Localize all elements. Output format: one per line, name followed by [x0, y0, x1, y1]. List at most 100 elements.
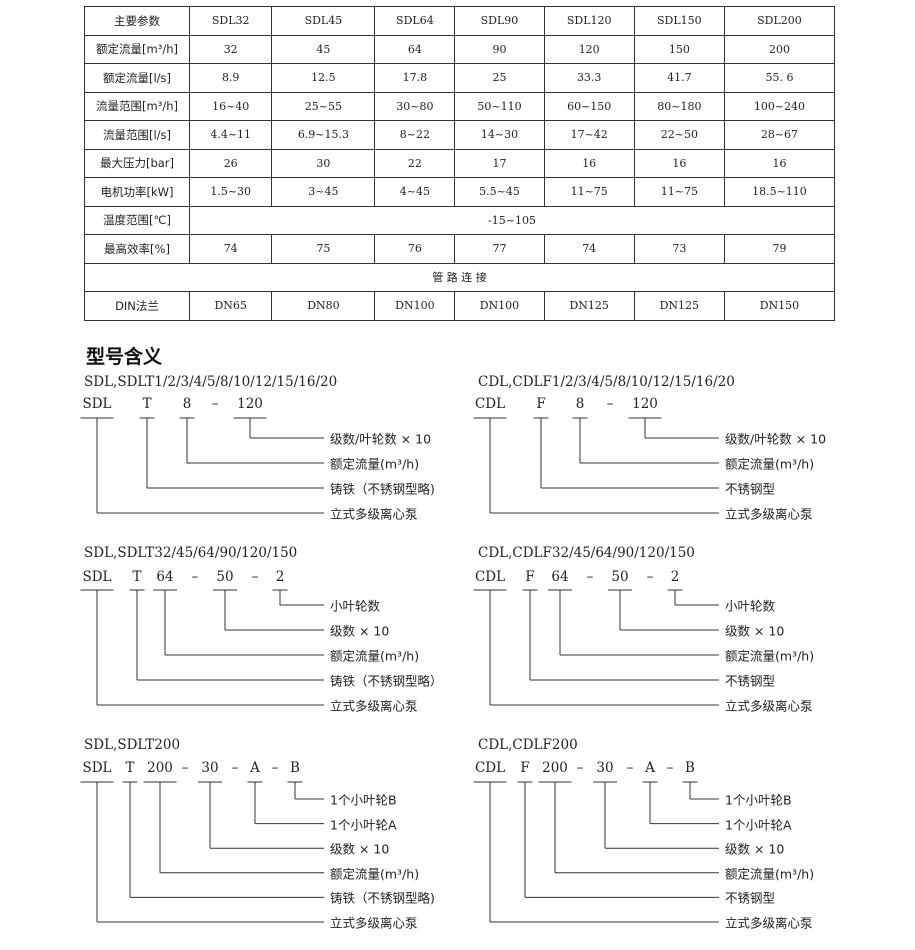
code-meaning-label: 立式多级离心泵 — [725, 698, 813, 714]
code-meaning-label: 额定流量(m³/h) — [330, 866, 420, 882]
code-meaning-label: 额定流量(m³/h) — [330, 648, 420, 664]
row-header: DIN法兰 — [84, 291, 190, 321]
model-code-part: B — [290, 760, 300, 776]
table-cell: DN100 — [374, 291, 456, 321]
table-cell: DN80 — [271, 291, 376, 321]
model-series-title: CDL,CDLF200 — [478, 737, 578, 753]
code-meaning-label: 级数 × 10 — [330, 841, 390, 857]
code-separator: – — [271, 760, 279, 776]
table-cell: 64 — [374, 34, 456, 64]
code-meaning-label: 立式多级离心泵 — [330, 698, 418, 714]
code-meaning-label: 立式多级离心泵 — [725, 915, 813, 931]
code-meaning-label: 级数 × 10 — [725, 841, 785, 857]
table-cell: 28~67 — [723, 120, 836, 150]
table-cell: 90 — [454, 34, 545, 64]
section-title: 型号含义 — [86, 346, 163, 368]
code-meaning-label: 1个小叶轮B — [725, 792, 792, 808]
code-meaning-label: 不锈钢型 — [725, 673, 776, 689]
table-cell: 73 — [633, 234, 725, 264]
model-code-part: A — [250, 760, 260, 776]
table-cell: 75 — [271, 234, 376, 264]
code-separator: – — [181, 760, 189, 776]
code-meaning-label: 不锈钢型 — [725, 890, 776, 906]
code-separator: – — [231, 760, 239, 776]
table-cell: 32 — [188, 34, 273, 64]
table-row: 额定流量[m³/h] 32 45 64 90 120 150 200 — [84, 34, 836, 64]
table-row: 流量范围[m³/h] 16~40 25~55 30~80 50~110 60~150 80~… — [84, 91, 836, 121]
code-separator: – — [626, 760, 634, 776]
table-row: 最高效率[%] 74 75 76 77 74 73 79 — [84, 234, 836, 264]
table-row: 额定流量[l/s] 8.9 12.5 17.8 25 33.3 41.7 55. 6 — [84, 63, 836, 93]
code-meaning-label: 立式多级离心泵 — [330, 915, 418, 931]
code-meaning-label: 立式多级离心泵 — [725, 506, 813, 522]
table-cell: 22 — [374, 148, 456, 178]
code-meaning-label: 铸铁（不锈钢型略) — [330, 481, 435, 497]
model-code-part: F — [520, 760, 530, 776]
table-cell: 77 — [454, 234, 545, 264]
model-code-part: 30 — [201, 760, 219, 776]
table-cell: 30~80 — [374, 91, 456, 121]
code-separator: – — [191, 569, 199, 585]
table-cell: 17~42 — [543, 120, 635, 150]
model-code-part: SDL — [82, 396, 112, 412]
model-code-part: 64 — [551, 569, 569, 585]
row-header: 额定流量[m³/h] — [84, 34, 190, 64]
row-header: 主要参数 — [84, 6, 190, 36]
code-meaning-label: 小叶轮数 — [330, 598, 381, 614]
model-series-title: SDL,SDLT200 — [84, 737, 181, 753]
table-cell: 150 — [633, 34, 725, 64]
table-cell: DN125 — [633, 291, 725, 321]
model-series-title: CDL,CDLF32/45/64/90/120/150 — [478, 545, 695, 561]
table-cell: 55. 6 — [723, 63, 836, 93]
table-cell: 45 — [271, 34, 376, 64]
code-separator: – — [586, 569, 594, 585]
table-cell: 25~55 — [271, 91, 376, 121]
model-code-part: 200 — [542, 760, 568, 776]
code-meaning-label: 级数/叶轮数 × 10 — [330, 431, 432, 447]
model-code-part: T — [132, 569, 142, 585]
model-code-part: 2 — [275, 569, 285, 585]
model-code-part: 200 — [147, 760, 173, 776]
code-separator: – — [576, 760, 584, 776]
table-cell: 60~150 — [543, 91, 635, 121]
table-cell: SDL150 — [633, 6, 725, 36]
table-cell: 16 — [723, 148, 836, 178]
table-cell: 22~50 — [633, 120, 725, 150]
code-meaning-label: 1个小叶轮A — [725, 817, 792, 833]
model-code-part: 8 — [575, 396, 585, 412]
table-header-row: 主要参数 SDL32 SDL45 SDL64 SDL90 SDL120 SDL150 SDL2… — [84, 6, 836, 36]
table-cell: DN150 — [723, 291, 836, 321]
code-meaning-label: 立式多级离心泵 — [330, 506, 418, 522]
model-code-part: 50 — [611, 569, 629, 585]
table-cell: 16~40 — [188, 91, 273, 121]
code-separator: – — [646, 569, 654, 585]
table-row: 最大压力[bar] 26 30 22 17 16 16 16 — [84, 148, 836, 178]
code-meaning-label: 级数/叶轮数 × 10 — [725, 431, 827, 447]
table-cell: 18.5~110 — [723, 177, 836, 207]
code-separator: – — [251, 569, 259, 585]
model-code-part: 2 — [670, 569, 680, 585]
model-code-part: CDL — [474, 760, 506, 776]
code-meaning-label: 额定流量(m³/h) — [330, 456, 420, 472]
model-code-part: 120 — [237, 396, 263, 412]
table-row: DIN法兰 DN65 DN80 DN100 DN100 DN125 DN125 DN150 — [84, 291, 836, 321]
table-cell: 1.5~30 — [188, 177, 273, 207]
model-code-part: 30 — [596, 760, 614, 776]
table-cell: SDL90 — [454, 6, 545, 36]
code-meaning-label: 额定流量(m³/h) — [725, 456, 815, 472]
table-cell: 80~180 — [633, 91, 725, 121]
model-series-title: SDL,SDLT1/2/3/4/5/8/10/12/15/16/20 — [84, 374, 338, 390]
model-code-part: CDL — [474, 396, 506, 412]
code-meaning-label: 1个小叶轮B — [330, 792, 397, 808]
table-cell: 8~22 — [374, 120, 456, 150]
model-code-part: 120 — [632, 396, 658, 412]
row-header: 额定流量[l/s] — [84, 63, 190, 93]
code-separator: – — [666, 760, 674, 776]
model-code-part: A — [645, 760, 655, 776]
model-code-part: T — [142, 396, 152, 412]
table-cell: 120 — [543, 34, 635, 64]
table-cell: 3~45 — [271, 177, 376, 207]
code-meaning-label: 1个小叶轮A — [330, 817, 397, 833]
